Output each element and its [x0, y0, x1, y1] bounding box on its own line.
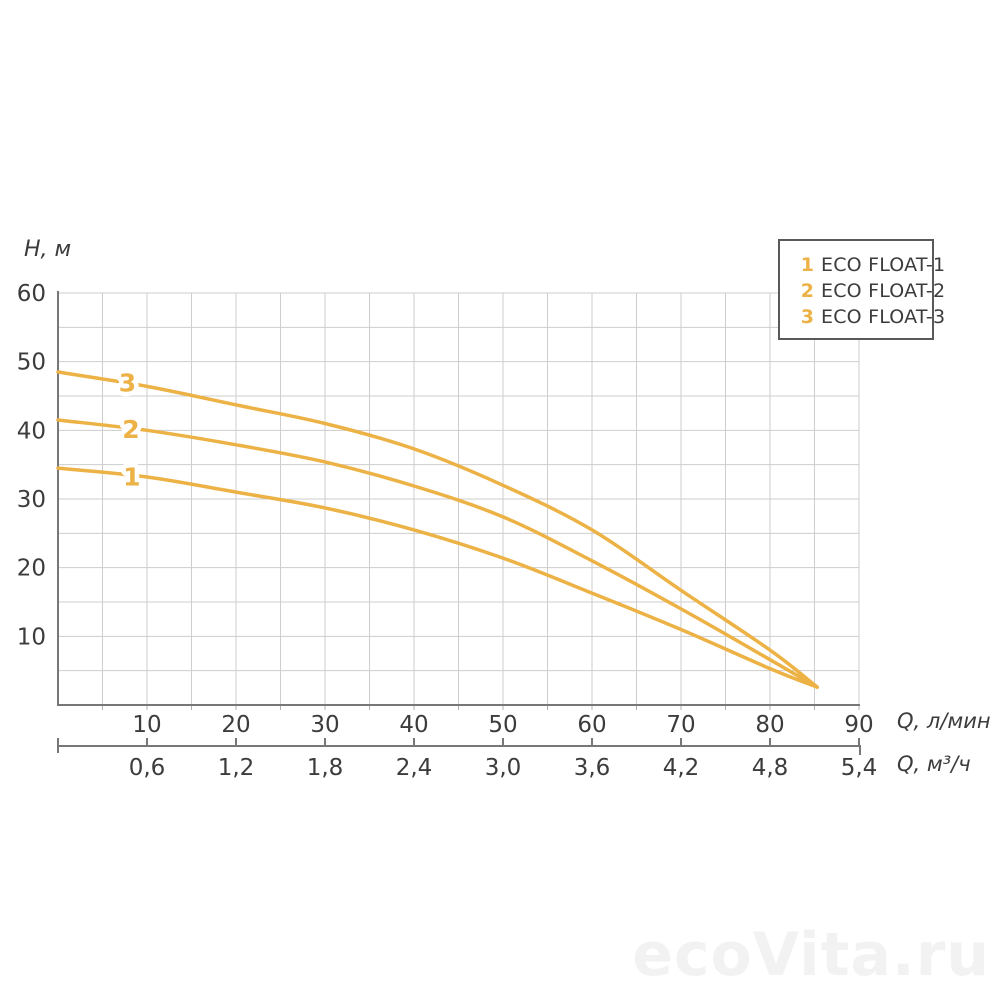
y-tick-label: 50 — [17, 350, 46, 376]
x-secondary-tick-label: 1,8 — [307, 755, 344, 781]
curve-eco-float-3 — [56, 370, 819, 689]
legend-series-label: ECO FLOAT-2 — [821, 280, 946, 302]
x-secondary-tick-label: 3,6 — [574, 755, 611, 781]
curve-label-1: 1 — [123, 462, 140, 491]
primary-axes — [57, 291, 860, 706]
x-tick-label: 40 — [399, 712, 428, 738]
x-tick-label: 60 — [577, 712, 606, 738]
x-secondary-tick-label: 4,2 — [663, 755, 700, 781]
curve-eco-float-2 — [56, 418, 819, 689]
x-axis-secondary — [57, 738, 861, 755]
x-axis-minor-ticks — [102, 706, 860, 710]
x-tick-label: 90 — [844, 712, 873, 738]
x-secondary-tick-label: 5,4 — [841, 755, 878, 781]
curve-label-3: 3 — [119, 368, 136, 397]
legend-series-label: ECO FLOAT-3 — [821, 306, 946, 328]
y-axis-title: H, м — [24, 237, 72, 262]
legend-item-eco-float-1: 1 ECO FLOAT-1 — [799, 252, 945, 278]
legend-box: 1 ECO FLOAT-1 2 ECO FLOAT-2 3 ECO FLOAT-… — [778, 239, 945, 340]
legend-item-eco-float-2: 2 ECO FLOAT-2 — [799, 278, 945, 304]
watermark-ecovita: ecoVita.ru — [632, 920, 990, 990]
legend-series-label: ECO FLOAT-1 — [821, 254, 946, 276]
x-tick-label: 10 — [132, 712, 161, 738]
x-secondary-tick-label: 3,0 — [485, 755, 522, 781]
y-tick-label: 30 — [17, 487, 46, 513]
x-tick-label: 30 — [310, 712, 339, 738]
y-tick-label: 60 — [17, 281, 46, 307]
x-secondary-tick-label: 0,6 — [129, 755, 166, 781]
y-tick-label: 10 — [17, 624, 46, 650]
x-tick-label: 80 — [755, 712, 784, 738]
x-tick-label: 20 — [221, 712, 250, 738]
y-axis-tick-labels: 10 20 30 40 50 60 — [17, 281, 46, 650]
pump-curves — [56, 370, 819, 689]
x-tick-label: 50 — [488, 712, 517, 738]
y-tick-label: 20 — [17, 556, 46, 582]
x-tick-label: 70 — [666, 712, 695, 738]
x-secondary-tick-label: 1,2 — [218, 755, 255, 781]
legend-series-number: 1 — [800, 254, 814, 276]
x-secondary-tick-label: 2,4 — [396, 755, 433, 781]
y-tick-label: 40 — [17, 418, 46, 444]
x-axis-secondary-title: Q, м³/ч — [897, 752, 971, 776]
curve-eco-float-1 — [56, 466, 819, 689]
legend-item-eco-float-3: 3 ECO FLOAT-3 — [799, 304, 945, 330]
x-axis-secondary-tick-labels: 0,6 1,2 1,8 2,4 3,0 3,6 4,2 4,8 5,4 — [129, 755, 878, 781]
x-axis-primary-tick-labels: 10 20 30 40 50 60 70 80 90 — [132, 712, 873, 738]
x-secondary-tick-label: 4,8 — [752, 755, 789, 781]
curve-label-2: 2 — [122, 415, 139, 444]
legend-series-number: 2 — [800, 280, 814, 302]
legend-series-number: 3 — [800, 306, 814, 328]
x-axis-primary-title: Q, л/мин — [897, 709, 991, 733]
